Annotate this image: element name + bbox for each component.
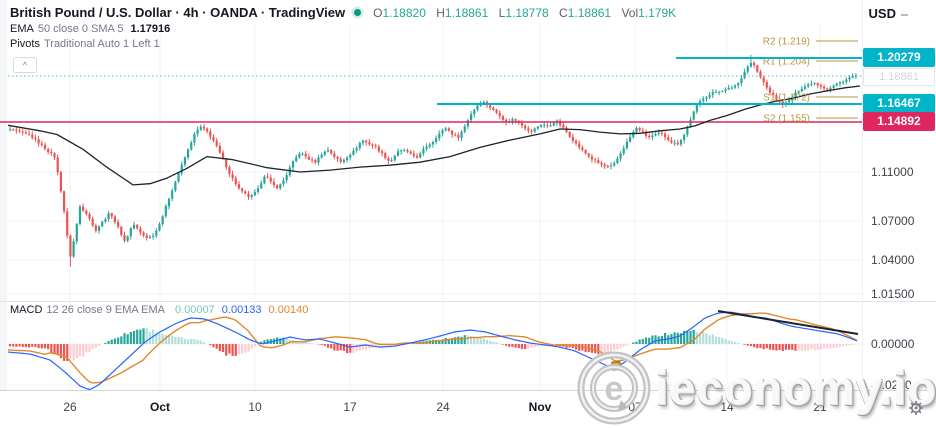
price-tick-label: 1.04000 <box>871 253 915 267</box>
price-level-badge: 1.20279 <box>863 48 935 67</box>
close-label: C <box>559 5 568 20</box>
pivots-indicator-legend[interactable]: Pivots Traditional Auto 1 Left 1 <box>10 38 683 50</box>
price-level-badge: 1.14892 <box>863 112 935 131</box>
macd-signal-line <box>7 312 858 384</box>
currency-dash <box>901 13 908 16</box>
macd-indicator-name: MACD <box>10 304 43 316</box>
time-tick-label: Nov <box>528 400 552 414</box>
candlestick-series <box>8 54 857 267</box>
chevron-up-icon: ^ <box>22 60 28 70</box>
macd-hist-value: 0.00007 <box>175 304 215 316</box>
high-value: 1.18861 <box>444 5 489 20</box>
price-tick-label: 1.01500 <box>871 287 915 301</box>
high-label: H <box>436 5 445 20</box>
macd-indicator-params: 12 26 close 9 EMA EMA <box>46 304 166 316</box>
ema-indicator-name: EMA <box>10 23 34 35</box>
price-tick-label: 1.07000 <box>871 214 915 228</box>
left-margin <box>0 0 7 428</box>
symbol-row[interactable]: British Pound / U.S. Dollar · 4h · OANDA… <box>10 5 683 20</box>
gear-icon[interactable] <box>908 400 924 416</box>
ema50-line[interactable] <box>7 85 861 186</box>
market-status-dot <box>354 9 362 16</box>
watermark: e ieconomy.io <box>576 348 936 428</box>
pivots-indicator-name: Pivots <box>10 38 40 50</box>
time-tick-label: 10 <box>248 400 262 414</box>
pivot-levels: R2 (1.219) R1 (1.204) S1 (1.172) S2 (1.155) <box>763 37 858 125</box>
price-tick-label: 0.00000 <box>871 337 915 351</box>
volume-value: 1.179K <box>638 5 677 20</box>
ohlc-close: C1.18861 <box>559 6 611 20</box>
low-label: L <box>498 5 506 20</box>
price-level-badge: 1.16467 <box>863 94 935 113</box>
price-axis[interactable]: 1.11000 1.07000 1.04000 1.01500 0.00000 -0.02… <box>862 0 936 392</box>
macd-trendline[interactable] <box>717 310 859 335</box>
ema-indicator-value: 1.17916 <box>130 23 171 35</box>
macd-indicator-legend[interactable]: MACD 12 26 close 9 EMA EMA 0.00007 0.00133 0… <box>10 304 308 316</box>
last-price-axis-label: 1.18861 <box>863 68 935 86</box>
currency-text: USD <box>868 6 896 21</box>
open-value: 1.18820 <box>382 5 426 20</box>
time-tick-label: 21 <box>813 400 827 414</box>
macd-line <box>7 311 858 391</box>
ohlc-low: L1.18778 <box>499 6 549 20</box>
watermark-text: ieconomy.io <box>656 361 936 415</box>
ohlc-high: H1.18861 <box>436 6 488 20</box>
ohlc-values: O1.18820 H1.18861 L1.18778 C1.18861 Vol1… <box>373 6 683 20</box>
currency-label[interactable]: USD <box>869 6 908 21</box>
low-value: 1.18778 <box>505 5 549 20</box>
time-tick-label: Oct <box>149 400 170 414</box>
time-tick-label: 14 <box>720 400 734 414</box>
watermark-logo: e <box>577 351 651 425</box>
price-tick-label: 1.11000 <box>871 165 914 179</box>
svg-text:e: e <box>605 370 624 408</box>
time-tick-label: 26 <box>63 400 77 414</box>
time-tick-label: 17 <box>343 400 357 414</box>
macd-signal-value: 0.00140 <box>268 304 309 316</box>
chart-legend: British Pound / U.S. Dollar · 4h · OANDA… <box>10 5 683 50</box>
open-label: O <box>373 5 383 20</box>
collapse-legend-button[interactable]: ^ <box>13 57 37 73</box>
ohlc-open: O1.18820 <box>373 6 426 20</box>
symbol-title[interactable]: British Pound / U.S. Dollar · 4h · OANDA… <box>10 5 346 20</box>
macd-line-value: 0.00133 <box>221 304 262 316</box>
pivots-indicator-params: Traditional Auto 1 Left 1 <box>43 38 160 50</box>
close-value: 1.18861 <box>567 5 612 20</box>
ema-indicator-params: 50 close 0 SMA 5 <box>37 23 124 35</box>
pivot-label: S1 (1.172) <box>763 93 810 104</box>
volume-label: Vol <box>621 5 639 20</box>
price-tick-label: -0.02000 <box>871 378 919 392</box>
ema-indicator-legend[interactable]: EMA 50 close 0 SMA 5 1.17916 <box>10 23 683 35</box>
time-tick-label: 24 <box>436 400 450 414</box>
pivot-label: R1 (1.204) <box>763 57 810 68</box>
ohlc-volume: Vol1.179K <box>621 6 676 20</box>
time-axis[interactable]: 26 Oct 10 17 24 Nov 07 14 21 <box>0 391 936 428</box>
pivot-label: S2 (1.155) <box>763 114 810 125</box>
pivot-label: R2 (1.219) <box>763 37 810 48</box>
